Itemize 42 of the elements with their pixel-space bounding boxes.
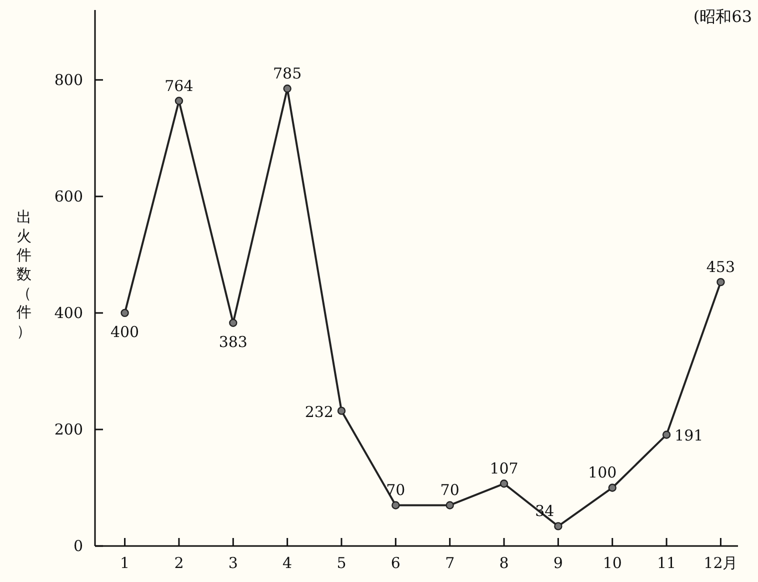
data-label: 70 xyxy=(386,481,406,500)
y-tick-label: 200 xyxy=(54,420,83,438)
x-tick-label: 1 xyxy=(120,554,130,572)
data-label: 191 xyxy=(674,426,704,445)
y-axis-title: 出火件数（件） xyxy=(16,208,32,340)
point xyxy=(120,308,129,318)
x-tick-label: 3 xyxy=(228,554,238,572)
point xyxy=(500,480,508,488)
point xyxy=(174,96,184,105)
point xyxy=(283,84,292,93)
x-tick-label: 4 xyxy=(282,554,292,572)
point xyxy=(716,278,725,286)
x-tick-label: 5 xyxy=(336,554,346,572)
x-tick-label: 9 xyxy=(553,554,563,572)
x-tick-label: 6 xyxy=(390,554,400,572)
annotation: (昭和63 xyxy=(693,7,752,26)
x-tick-label: 11 xyxy=(656,554,676,572)
point xyxy=(337,406,346,415)
y-tick-label: 800 xyxy=(54,70,83,89)
data-label: 70 xyxy=(440,481,460,500)
data-label: 785 xyxy=(272,64,302,83)
point xyxy=(392,501,400,510)
y-tick-label: 400 xyxy=(54,304,83,322)
y-tick-label: 600 xyxy=(54,187,83,206)
point xyxy=(662,430,671,439)
x-tick-label: 8 xyxy=(499,554,509,572)
data-label: 764 xyxy=(164,76,194,95)
data-label: 453 xyxy=(706,258,736,276)
x-tick-label: 12月 xyxy=(704,554,738,572)
x-tick-label: 2 xyxy=(174,554,184,572)
x-tick-label: 7 xyxy=(445,554,455,572)
data-label: 107 xyxy=(490,460,518,478)
point xyxy=(446,501,454,510)
data-label: 100 xyxy=(588,464,617,482)
point xyxy=(554,522,562,530)
point xyxy=(229,318,238,327)
y-tick-label: 0 xyxy=(73,537,83,555)
data-label: 232 xyxy=(304,402,334,421)
data-label: 383 xyxy=(218,332,248,351)
point xyxy=(608,484,616,492)
data-label: 400 xyxy=(110,322,140,341)
x-tick-label: 10 xyxy=(602,554,622,572)
